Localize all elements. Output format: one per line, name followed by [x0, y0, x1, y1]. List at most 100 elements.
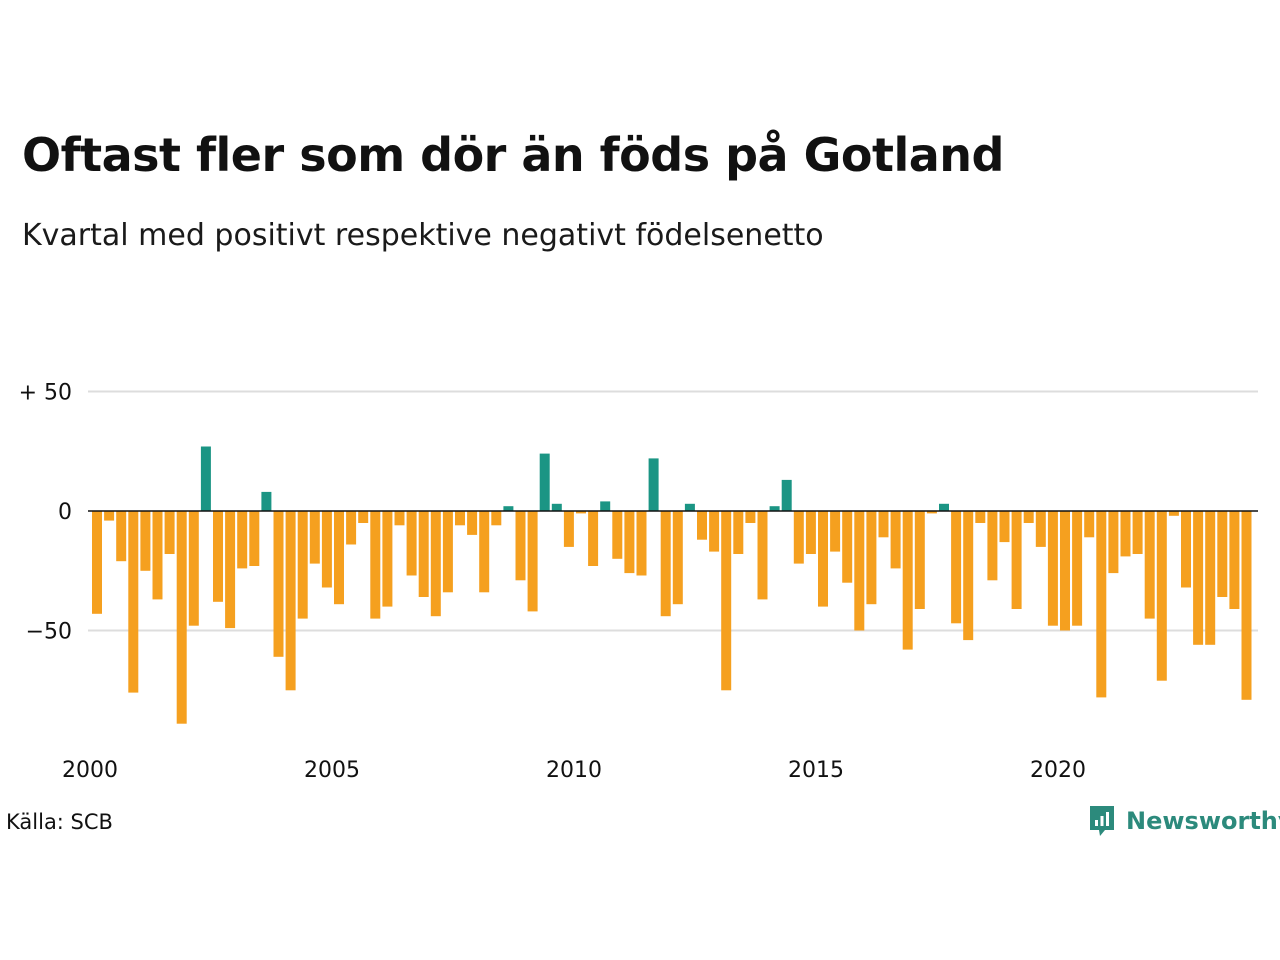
y-tick-label: −50	[26, 620, 72, 645]
bar	[491, 511, 502, 526]
bar	[1023, 511, 1034, 523]
bar	[503, 506, 514, 511]
bar	[757, 511, 768, 600]
brand-name: Newsworthy	[1126, 807, 1280, 835]
bar	[225, 511, 236, 629]
bar	[394, 511, 405, 526]
bar	[515, 511, 526, 581]
bar	[878, 511, 889, 538]
bar	[406, 511, 417, 576]
bar	[636, 511, 647, 576]
bar	[890, 511, 901, 569]
bar	[709, 511, 720, 552]
bar	[116, 511, 127, 562]
bar	[975, 511, 986, 523]
chart-subtitle: Kvartal med positivt respektive negativt…	[22, 218, 824, 253]
bar	[563, 511, 574, 547]
x-axis-labels: 2000 2005 2010 2015 2020	[62, 758, 1086, 783]
bar	[600, 501, 611, 511]
y-tick-label: + 50	[19, 381, 72, 406]
bar	[830, 511, 841, 552]
bar	[733, 511, 744, 554]
bar	[1241, 511, 1252, 700]
bar	[1108, 511, 1119, 574]
bars	[92, 446, 1252, 724]
bar	[297, 511, 308, 619]
bar	[479, 511, 490, 593]
bar	[309, 511, 320, 564]
bar	[176, 511, 187, 724]
x-tick-label: 2010	[546, 758, 602, 783]
bar	[261, 491, 272, 511]
bar	[418, 511, 429, 597]
bar	[200, 446, 211, 511]
bar	[1229, 511, 1240, 609]
source-note: Källa: SCB	[6, 810, 113, 834]
bar	[539, 453, 550, 511]
bar	[939, 503, 949, 511]
bar	[358, 511, 369, 523]
chart-title: Oftast fler som dör än föds på Gotland	[22, 128, 1004, 182]
bar	[430, 511, 441, 617]
bar	[334, 511, 344, 605]
bar	[213, 511, 223, 602]
bar	[1205, 511, 1216, 645]
bar	[1072, 511, 1083, 626]
bar	[164, 511, 175, 554]
newsworthy-logo-icon	[1090, 806, 1114, 836]
bar	[92, 511, 102, 614]
bar	[1132, 511, 1143, 554]
bar	[1060, 511, 1070, 631]
bar	[612, 511, 623, 559]
bar	[818, 511, 828, 607]
bar	[951, 511, 962, 624]
bar	[926, 511, 937, 514]
x-tick-label: 2020	[1030, 758, 1086, 783]
bar	[987, 511, 998, 581]
bar	[963, 511, 974, 641]
bar	[745, 511, 756, 523]
bar	[140, 511, 151, 571]
bar	[1193, 511, 1204, 645]
bar	[1047, 511, 1058, 626]
bar	[684, 503, 695, 511]
bar	[1168, 511, 1179, 516]
x-tick-label: 2005	[304, 758, 360, 783]
y-tick-label: 0	[58, 500, 72, 525]
bar	[1181, 511, 1191, 588]
bar	[697, 511, 707, 540]
bar	[527, 511, 538, 612]
bar	[902, 511, 913, 650]
y-axis-labels: + 50 0 −50	[19, 381, 72, 645]
bar	[1217, 511, 1228, 597]
brand-logo: Newsworthy	[1088, 804, 1280, 838]
bar	[721, 511, 732, 691]
bar	[152, 511, 163, 600]
bar	[1144, 511, 1155, 619]
bar	[188, 511, 199, 626]
bar	[866, 511, 877, 605]
bar	[793, 511, 804, 564]
bar	[624, 511, 635, 574]
bar	[249, 511, 260, 566]
bar	[781, 479, 792, 511]
bar	[914, 511, 925, 609]
bar	[128, 511, 139, 693]
bar	[576, 511, 586, 514]
bar	[660, 511, 671, 617]
bar	[382, 511, 393, 607]
bar	[1084, 511, 1095, 538]
bar	[370, 511, 381, 619]
bar	[285, 511, 296, 691]
bar	[769, 506, 780, 511]
bar	[455, 511, 465, 526]
x-tick-label: 2015	[788, 758, 844, 783]
bar	[321, 511, 332, 588]
bar	[237, 511, 248, 569]
bar	[467, 511, 478, 535]
bar	[672, 511, 683, 605]
x-tick-label: 2000	[62, 758, 118, 783]
bar	[842, 511, 853, 583]
bar	[588, 511, 599, 566]
bar	[551, 503, 562, 511]
